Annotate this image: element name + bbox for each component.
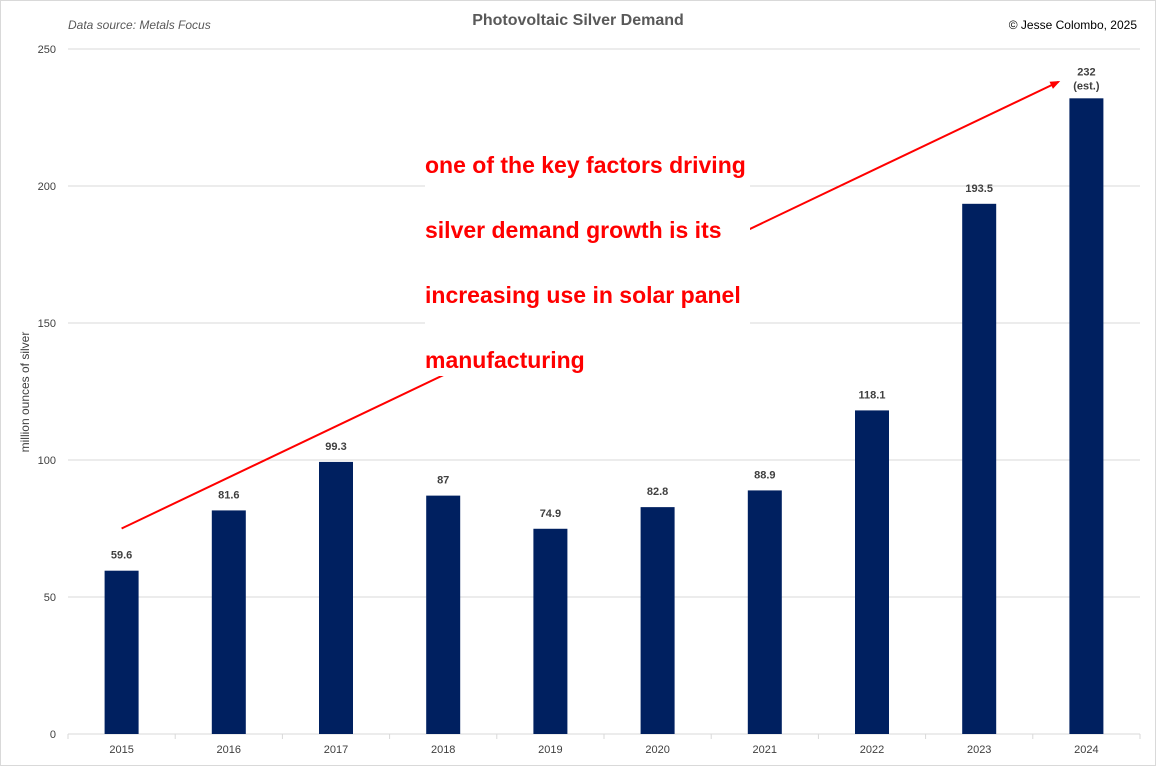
bar xyxy=(319,461,353,734)
copyright-note: © Jesse Colombo, 2025 xyxy=(1008,18,1137,32)
chart-title: Photovoltaic Silver Demand xyxy=(472,12,684,29)
y-tick-label: 100 xyxy=(38,455,56,467)
x-tick-label: 2024 xyxy=(1074,744,1098,756)
annotation-line: silver demand growth is its xyxy=(425,216,722,243)
bar xyxy=(855,410,889,734)
x-tick-label: 2015 xyxy=(109,744,133,756)
x-tick-label: 2016 xyxy=(217,744,241,756)
data-label: 193.5 xyxy=(965,183,993,195)
bar xyxy=(211,510,246,734)
data-label: 232 xyxy=(1077,66,1095,78)
x-tick-label: 2018 xyxy=(431,744,455,756)
bar xyxy=(104,570,139,734)
bar xyxy=(962,203,997,734)
bar xyxy=(640,507,675,734)
x-tick-label: 2020 xyxy=(645,744,669,756)
y-tick-label: 50 xyxy=(44,592,56,604)
x-tick-label: 2022 xyxy=(860,744,884,756)
annotation-line: increasing use in solar panel xyxy=(425,281,741,308)
bar xyxy=(1069,98,1104,734)
data-source-note: Data source: Metals Focus xyxy=(68,18,211,32)
data-label: 82.8 xyxy=(647,486,668,498)
annotation-line: manufacturing xyxy=(425,346,585,373)
x-tick-label: 2017 xyxy=(324,744,348,756)
bar xyxy=(533,528,568,734)
x-tick-label: 2019 xyxy=(538,744,562,756)
y-tick-label: 200 xyxy=(38,181,56,193)
data-label: 59.6 xyxy=(111,550,132,562)
data-label: 88.9 xyxy=(754,469,775,481)
bar xyxy=(747,490,782,734)
y-tick-label: 250 xyxy=(38,44,56,56)
y-tick-label: 0 xyxy=(50,729,56,741)
x-tick-label: 2023 xyxy=(967,744,991,756)
data-label: 118.1 xyxy=(859,389,886,401)
annotation-text: one of the key factors driving silver de… xyxy=(425,116,750,376)
data-label: 81.6 xyxy=(218,489,239,501)
annotation-line: one of the key factors driving xyxy=(425,151,746,178)
bar xyxy=(426,495,461,734)
data-label: 74.9 xyxy=(540,508,561,520)
data-label: 87 xyxy=(437,475,449,487)
y-tick-label: 150 xyxy=(38,318,56,330)
x-tick-label: 2021 xyxy=(753,744,777,756)
data-label-note: (est.) xyxy=(1073,80,1100,92)
data-label: 99.3 xyxy=(325,441,346,453)
